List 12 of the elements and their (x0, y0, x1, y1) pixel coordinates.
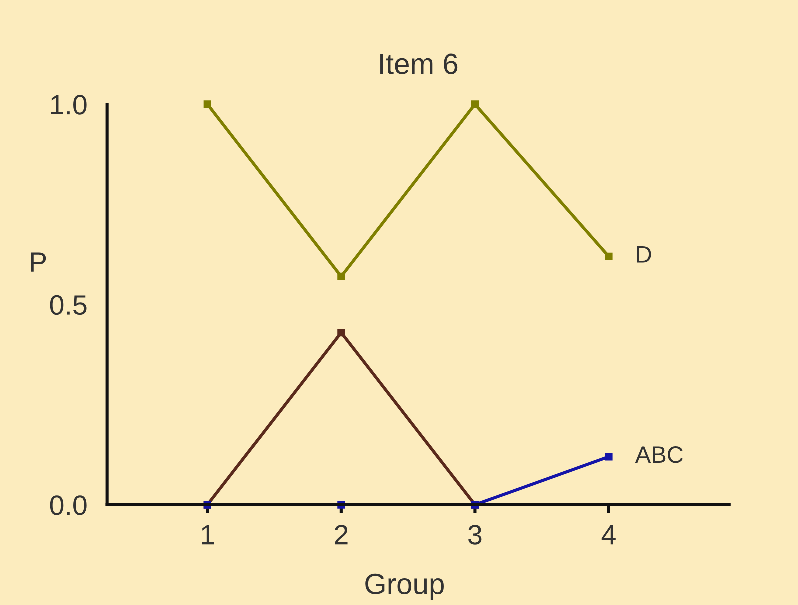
x-tick-label: 3 (468, 525, 482, 545)
x-tick-label: 2 (335, 525, 348, 545)
series-label: D (637, 246, 652, 263)
y-axis-title: P (31, 252, 46, 272)
y-tick-label: 0.0 (50, 496, 87, 516)
x-axis-title: Group (366, 574, 444, 600)
y-tick-label: 1.0 (51, 95, 87, 115)
y-tick-label: 0.5 (50, 295, 87, 316)
chart-title: Item 6 (380, 54, 458, 74)
x-tick-label: 4 (602, 525, 616, 545)
x-tick-label: 1 (202, 525, 214, 545)
series-label: ABC (635, 446, 684, 464)
